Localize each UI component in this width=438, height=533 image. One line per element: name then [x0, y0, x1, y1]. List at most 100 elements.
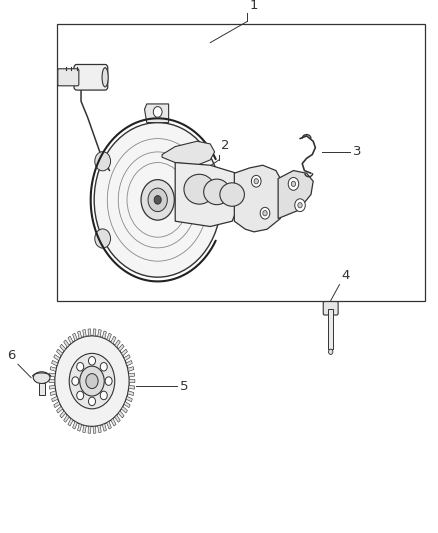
- Polygon shape: [121, 349, 127, 356]
- Polygon shape: [126, 397, 132, 402]
- Circle shape: [100, 391, 107, 400]
- Polygon shape: [98, 329, 101, 337]
- Polygon shape: [118, 411, 124, 418]
- Circle shape: [154, 196, 161, 204]
- Polygon shape: [128, 391, 134, 395]
- Ellipse shape: [204, 179, 230, 205]
- FancyBboxPatch shape: [74, 64, 108, 90]
- Polygon shape: [88, 329, 91, 336]
- Polygon shape: [83, 425, 86, 433]
- Polygon shape: [124, 354, 130, 361]
- Polygon shape: [73, 422, 77, 429]
- Polygon shape: [49, 373, 55, 377]
- Polygon shape: [162, 141, 215, 165]
- Polygon shape: [73, 333, 77, 341]
- Polygon shape: [111, 418, 116, 426]
- Polygon shape: [107, 422, 111, 429]
- Polygon shape: [60, 411, 66, 418]
- Bar: [328, 309, 333, 349]
- Polygon shape: [93, 329, 96, 336]
- Polygon shape: [129, 379, 135, 383]
- Ellipse shape: [184, 174, 215, 204]
- Circle shape: [69, 353, 115, 409]
- Polygon shape: [124, 401, 130, 408]
- Polygon shape: [118, 344, 124, 351]
- Circle shape: [86, 374, 98, 389]
- Circle shape: [77, 362, 84, 371]
- Polygon shape: [52, 397, 58, 402]
- Polygon shape: [129, 373, 135, 377]
- Circle shape: [88, 357, 95, 365]
- Text: 5: 5: [180, 380, 188, 393]
- Polygon shape: [111, 336, 116, 344]
- Polygon shape: [50, 391, 56, 395]
- Polygon shape: [115, 415, 120, 422]
- Polygon shape: [68, 336, 73, 344]
- Polygon shape: [88, 426, 91, 433]
- Polygon shape: [78, 424, 82, 431]
- Circle shape: [95, 152, 110, 171]
- FancyBboxPatch shape: [323, 302, 338, 315]
- Polygon shape: [52, 360, 58, 366]
- Polygon shape: [126, 360, 132, 366]
- Polygon shape: [64, 340, 69, 347]
- Polygon shape: [129, 385, 135, 389]
- Polygon shape: [145, 104, 169, 123]
- Polygon shape: [98, 425, 101, 433]
- Polygon shape: [278, 171, 313, 219]
- Polygon shape: [115, 340, 120, 347]
- Polygon shape: [93, 426, 96, 433]
- Polygon shape: [234, 165, 280, 232]
- Polygon shape: [102, 424, 106, 431]
- Text: 6: 6: [7, 349, 16, 361]
- Text: 1: 1: [250, 0, 258, 12]
- Circle shape: [260, 207, 270, 219]
- Circle shape: [105, 377, 112, 385]
- Polygon shape: [68, 418, 73, 426]
- Circle shape: [100, 362, 107, 371]
- Circle shape: [95, 229, 110, 248]
- Circle shape: [295, 199, 305, 212]
- Text: 2: 2: [221, 139, 230, 152]
- Bar: [39, 384, 45, 395]
- Circle shape: [77, 391, 84, 400]
- Circle shape: [94, 123, 221, 277]
- Polygon shape: [49, 379, 55, 383]
- Polygon shape: [107, 333, 111, 341]
- Polygon shape: [78, 331, 82, 338]
- Ellipse shape: [220, 183, 244, 206]
- Text: 3: 3: [353, 146, 361, 158]
- Ellipse shape: [328, 349, 333, 354]
- Circle shape: [141, 180, 174, 220]
- Polygon shape: [175, 163, 237, 227]
- Circle shape: [288, 177, 299, 190]
- Polygon shape: [102, 331, 106, 338]
- Circle shape: [291, 181, 296, 187]
- Circle shape: [153, 107, 162, 117]
- Ellipse shape: [33, 372, 50, 384]
- Polygon shape: [49, 385, 55, 389]
- Polygon shape: [83, 329, 86, 337]
- Circle shape: [251, 175, 261, 187]
- Circle shape: [263, 211, 267, 216]
- Circle shape: [148, 188, 167, 212]
- Circle shape: [55, 336, 129, 426]
- Polygon shape: [54, 354, 60, 361]
- Polygon shape: [64, 415, 69, 422]
- Polygon shape: [50, 367, 56, 372]
- Polygon shape: [57, 349, 63, 356]
- Polygon shape: [54, 401, 60, 408]
- Polygon shape: [57, 407, 63, 413]
- Bar: [57, 24, 425, 301]
- Polygon shape: [60, 344, 66, 351]
- Polygon shape: [121, 407, 127, 413]
- Ellipse shape: [102, 68, 108, 87]
- Circle shape: [88, 397, 95, 406]
- Text: 4: 4: [342, 270, 350, 282]
- Circle shape: [254, 179, 258, 184]
- Circle shape: [80, 366, 104, 396]
- Polygon shape: [128, 367, 134, 372]
- Circle shape: [298, 203, 302, 208]
- FancyBboxPatch shape: [58, 69, 79, 86]
- Circle shape: [72, 377, 79, 385]
